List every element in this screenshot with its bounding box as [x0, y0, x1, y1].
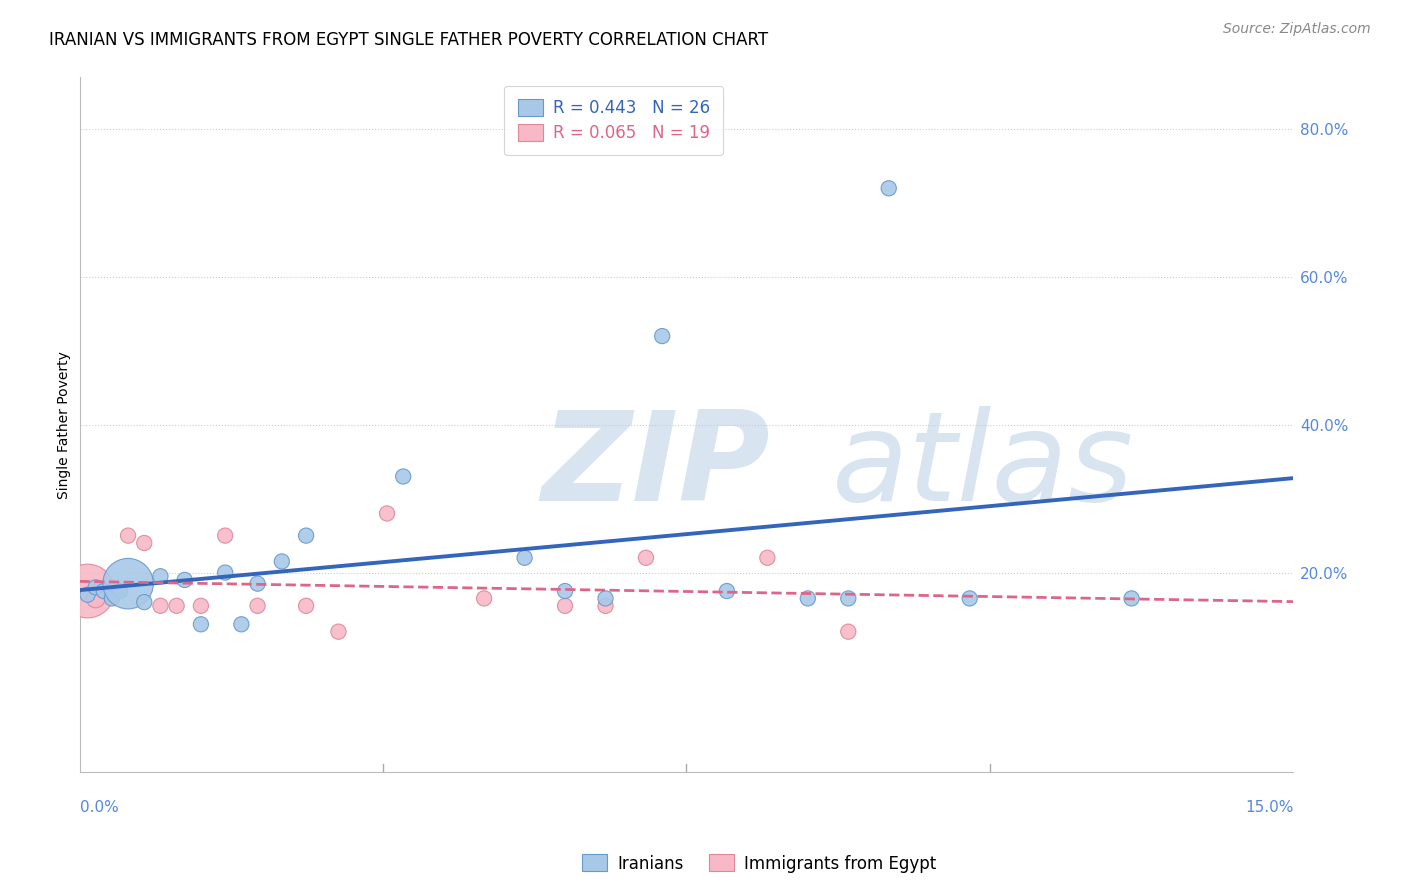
Point: [84, 580, 107, 594]
Y-axis label: Single Father Poverty: Single Father Poverty: [58, 351, 72, 499]
Point: [101, 588, 124, 602]
Text: ZIP: ZIP: [541, 406, 769, 527]
Point: [595, 591, 617, 606]
Legend: R = 0.443   N = 26, R = 0.065   N = 19: R = 0.443 N = 26, R = 0.065 N = 19: [505, 86, 723, 155]
Point: [328, 624, 350, 639]
Point: [595, 599, 617, 613]
Point: [554, 584, 576, 599]
Point: [472, 591, 495, 606]
Point: [166, 599, 188, 613]
Point: [214, 528, 236, 542]
Point: [101, 591, 124, 606]
Point: [117, 528, 139, 542]
Point: [375, 507, 398, 521]
Point: [1121, 591, 1143, 606]
Text: IRANIAN VS IMMIGRANTS FROM EGYPT SINGLE FATHER POVERTY CORRELATION CHART: IRANIAN VS IMMIGRANTS FROM EGYPT SINGLE …: [49, 31, 768, 49]
Point: [837, 624, 859, 639]
Point: [270, 554, 292, 568]
Point: [295, 528, 318, 542]
Point: [214, 566, 236, 580]
Point: [149, 569, 172, 583]
Point: [134, 595, 156, 609]
Text: 15.0%: 15.0%: [1244, 800, 1294, 815]
Point: [959, 591, 981, 606]
Point: [190, 617, 212, 632]
Point: [93, 584, 115, 599]
Point: [756, 550, 779, 565]
Point: [117, 576, 139, 591]
Point: [513, 550, 536, 565]
Point: [295, 599, 318, 613]
Text: 0.0%: 0.0%: [80, 800, 118, 815]
Point: [149, 599, 172, 613]
Point: [108, 584, 131, 599]
Point: [76, 588, 98, 602]
Point: [246, 599, 269, 613]
Point: [190, 599, 212, 613]
Point: [716, 584, 738, 599]
Point: [837, 591, 859, 606]
Point: [554, 599, 576, 613]
Point: [392, 469, 415, 483]
Text: Source: ZipAtlas.com: Source: ZipAtlas.com: [1223, 22, 1371, 37]
Point: [634, 550, 657, 565]
Point: [173, 573, 195, 587]
Point: [84, 591, 107, 606]
Point: [76, 584, 98, 599]
Point: [134, 536, 156, 550]
Point: [651, 329, 673, 343]
Point: [797, 591, 820, 606]
Point: [246, 576, 269, 591]
Point: [231, 617, 253, 632]
Legend: Iranians, Immigrants from Egypt: Iranians, Immigrants from Egypt: [576, 847, 942, 880]
Point: [877, 181, 900, 195]
Text: atlas: atlas: [832, 406, 1135, 527]
